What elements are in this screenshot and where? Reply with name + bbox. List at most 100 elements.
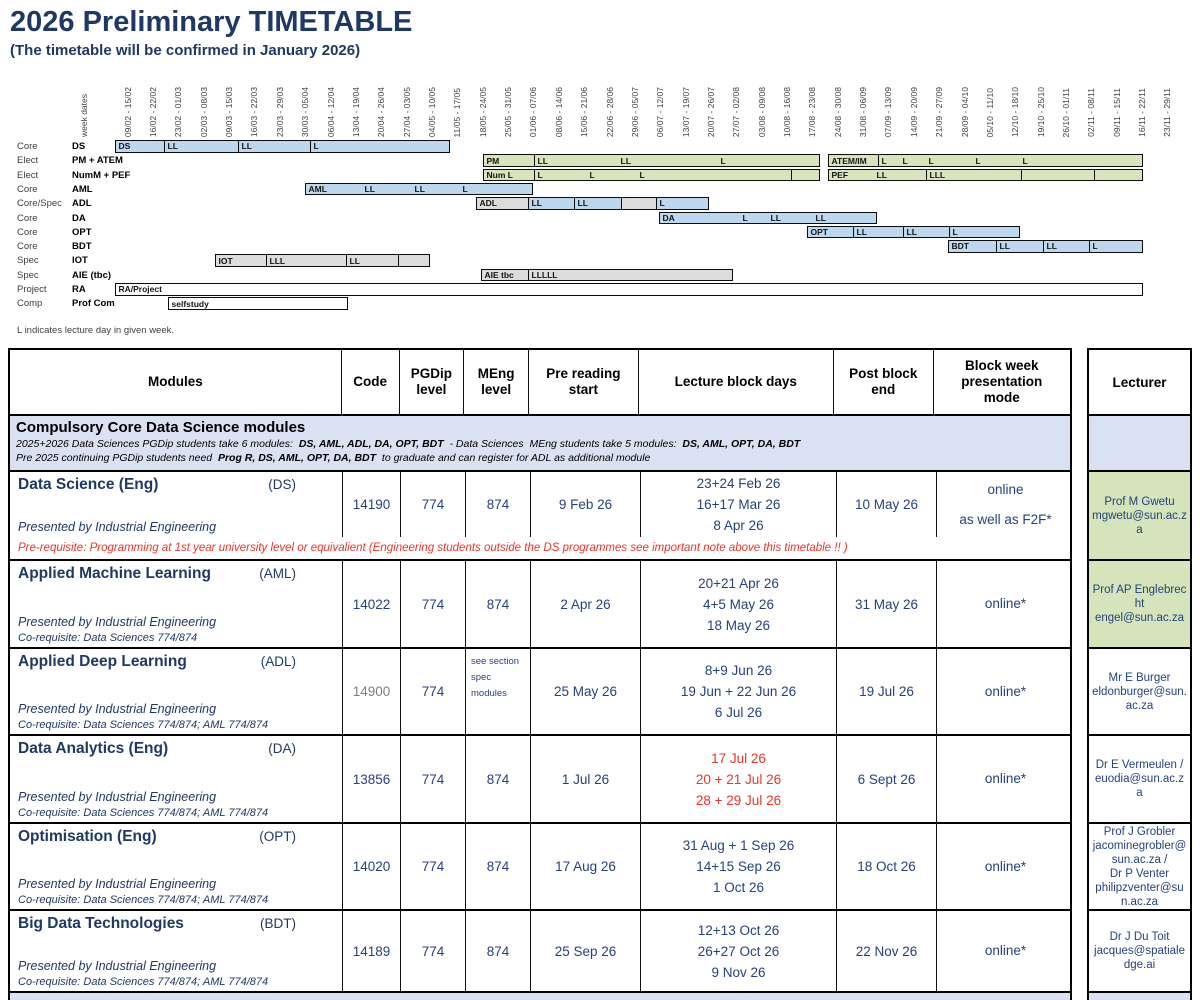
section-note-text: DS, AML, OPT, DA, BDT	[682, 438, 801, 450]
table-row-cells: Optimisation (Eng) (OPT) Presented by Indu…	[10, 824, 1070, 909]
module-presented-by: Presented by Industrial Engineering	[18, 790, 217, 804]
lecture-block-date: 1 Oct 26	[712, 880, 765, 895]
gantt-bar-segment	[1094, 169, 1142, 181]
lecturer-cell: Prof M Gwetu mgwetu@sun.ac.za	[1089, 472, 1190, 561]
week-date-label-text: 06/04 - 12/04	[325, 86, 336, 137]
page-title: 2026 Preliminary TIMETABLE	[10, 6, 413, 38]
module-presented-by: Presented by Industrial Engineering	[18, 615, 217, 629]
week-date-label: 14/09 - 20/09	[901, 79, 926, 137]
modules-table: Modules Code PGDip level MEng level Pre read…	[8, 348, 1072, 1000]
week-date-label: 28/09 - 04/10	[952, 79, 977, 137]
week-date-label-text: 09/11 - 15/11	[1111, 88, 1122, 137]
presentation-mode-line: online*	[984, 858, 1027, 874]
pgdip-level: 774	[400, 824, 465, 909]
pre-reading-start: 25 May 26	[530, 649, 640, 734]
gantt-row-module: DS	[72, 141, 86, 152]
section-note-line-2: Pre 2025 continuing PGDip students need …	[16, 452, 1070, 464]
lecturer-line: Dr J Du Toit	[1109, 931, 1170, 943]
gantt-chart: week dates 09/02 - 15/02 16/02 - 22/02 23/…	[0, 0, 1200, 340]
gantt-bar-segment: selfstudy	[171, 298, 209, 309]
lecture-block-date: 31 Aug + 1 Sep 26	[682, 838, 795, 853]
module-presented-by: Presented by Industrial Engineering	[18, 520, 217, 534]
pre-reading-start: 9 Feb 26	[530, 472, 640, 537]
table-row: Applied Machine Learning (AML) Presented b…	[10, 561, 1070, 649]
gantt-bar-segment: L	[1089, 241, 1142, 252]
gantt-row-module: NumM + PEF	[72, 169, 131, 181]
lecturer-next-section-band	[1089, 993, 1190, 1000]
week-date-label: 27/07 - 02/08	[724, 79, 749, 137]
module-name: Data Analytics (Eng)	[18, 740, 169, 757]
lecturer-line: jacominegrobler@sun.ac.za /	[1092, 839, 1187, 866]
module-corequisite: Co-requisite: Data Sciences 774/874; AML…	[18, 976, 269, 988]
week-date-label: 13/07 - 19/07	[673, 79, 698, 137]
week-date-label: 11/05 - 17/05	[445, 79, 470, 137]
week-date-label: 13/04 - 19/04	[343, 79, 368, 137]
week-date-label: 04/05 - 10/05	[419, 79, 444, 137]
lecturer-line: Mr E Burger	[1108, 671, 1171, 684]
gantt-bar-segment: AIE tbc	[484, 269, 514, 280]
week-date-label: 16/02 - 22/02	[140, 79, 165, 137]
gantt-bar-segment: L	[656, 198, 708, 209]
gantt-bar-segment: LL	[574, 198, 621, 209]
module-code: 14022	[342, 561, 400, 647]
lecture-block-days: 8+9 Jun 26 19 Jun + 22 Jun 26 6 Jul 26	[640, 649, 836, 734]
gantt-bar-segment: L	[589, 169, 595, 180]
column-header: Code	[340, 350, 399, 414]
lecture-block-date: 9 Nov 26	[711, 964, 766, 980]
week-date-label-text: 23/02 - 01/03	[173, 86, 184, 137]
week-date-label: 16/03 - 22/03	[242, 79, 267, 137]
pgdip-level: 774	[400, 736, 465, 822]
gantt-row-module: BDT	[72, 241, 92, 253]
week-date-label-text: 05/10 - 11/10	[984, 87, 995, 137]
week-date-label: 29/06 - 05/07	[622, 79, 647, 137]
week-date-label: 01/06 - 07/06	[521, 79, 546, 137]
gantt-bar-segment: LL	[534, 155, 618, 166]
gantt-bar-segment: IOT	[218, 255, 233, 266]
gantt-bar-segment: LL	[414, 184, 425, 195]
module-cell: Applied Machine Learning (AML) Presented b…	[10, 561, 342, 647]
module-presented-by: Presented by Industrial Engineering	[18, 702, 217, 716]
week-date-label: 20/04 - 26/04	[369, 79, 394, 137]
pre-reading-start: 17 Aug 26	[530, 824, 640, 909]
gantt-bar-segment: LL	[364, 184, 375, 195]
section-note-text: DS, AML, ADL, DA, OPT, BDT	[298, 438, 444, 450]
module-name-line: Applied Deep Learning (ADL)	[18, 653, 334, 671]
lecture-block-date: 16+17 Mar 26	[696, 497, 781, 512]
gantt-bar: selfstudy	[168, 297, 348, 310]
meng-level: 874	[465, 824, 530, 909]
week-date-label-text: 19/10 - 25/10	[1035, 86, 1046, 137]
lecture-block-days: 12+13 Oct 26 26+27 Oct 26 9 Nov 26	[640, 911, 836, 991]
week-date-label-text: 06/07 - 12/07	[655, 86, 666, 137]
gantt-row-category: Core/Spec	[17, 198, 62, 210]
table-row-cells: Applied Deep Learning (ADL) Presented by I…	[10, 649, 1070, 734]
gantt-row-category: Spec	[17, 255, 39, 267]
week-date-label: 24/08 - 30/08	[825, 79, 850, 137]
section-note-text: - Data Sciences MEng students take 5 mod…	[443, 438, 683, 450]
week-date-label-text: 03/08 - 09/08	[756, 86, 767, 137]
table-row-cells: Big Data Technologies (BDT) Presented by I…	[10, 911, 1070, 991]
lecturer-line: mgwetu@sun.ac.za	[1092, 509, 1187, 536]
module-code: 14900	[342, 649, 400, 734]
lecture-block-date: 18 May 26	[706, 617, 771, 633]
gantt-row-category: Comp	[17, 298, 43, 310]
meng-level: 874	[465, 472, 530, 537]
gantt-bar: PEF LL LLL	[828, 168, 1143, 182]
lecturer-line: eldonburger@sun.ac.za	[1092, 685, 1187, 712]
gantt-row-module: AIE (tbc)	[72, 269, 112, 281]
table-row: Data Science (Eng) (DS) Presented by Indus…	[10, 472, 1070, 561]
meng-level: 874	[465, 736, 530, 822]
gantt-bar-segment: PEF	[831, 169, 849, 180]
week-date-label: 21/09 - 27/09	[927, 79, 952, 137]
gantt-bar-segment: ADL	[479, 198, 497, 209]
column-header: MEng level	[463, 350, 528, 414]
week-date-label: 09/11 - 15/11	[1104, 79, 1129, 137]
lecturer-panel: Lecturer Prof M Gwetu mgwetu@sun.ac.za Pro…	[1087, 348, 1192, 1000]
gantt-row-module: IOT	[72, 255, 88, 267]
post-block-end: 6 Sept 26	[836, 736, 936, 822]
gantt-bar-segment: LL	[876, 169, 887, 180]
gantt-row-module: OPT	[72, 226, 92, 238]
gantt-bar: DS LL LL L	[115, 140, 450, 153]
lecture-block-days: 17 Jul 26 20 + 21 Jul 26 28 + 29 Jul 26	[640, 736, 836, 822]
week-date-label-text: 02/03 - 08/03	[198, 86, 209, 137]
